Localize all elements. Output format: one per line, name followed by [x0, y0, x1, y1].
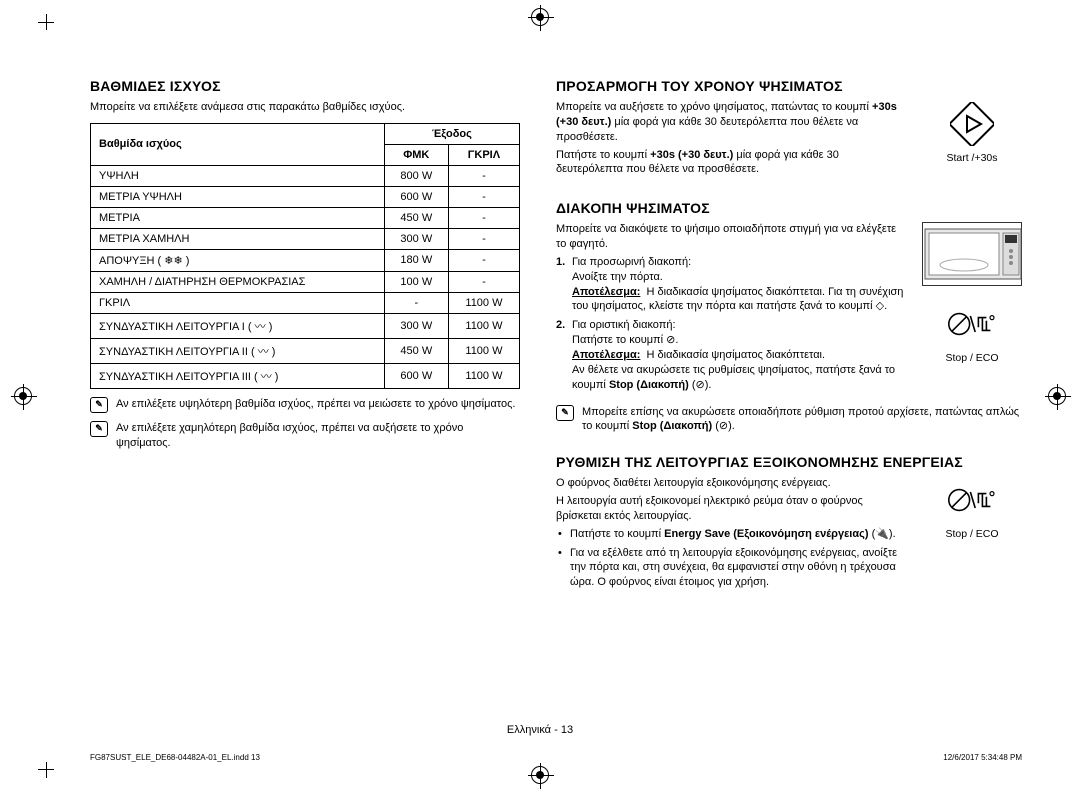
stop-eco-label-2: Stop / ECO — [945, 528, 998, 540]
page-footer-center: Ελληνικά - 13 — [0, 724, 1080, 736]
eco-bullet-2: Για να εξέλθετε από τη λειτουργία εξοικο… — [556, 546, 908, 591]
table-row: ΜΕΤΡΙΑ ΧΑΜΗΛΗ300 W- — [91, 228, 520, 249]
stop-note: Μπορείτε επίσης να ακυρώσετε οποιαδήποτε… — [582, 405, 1022, 435]
adjust-p2: Πατήστε το κουμπί +30s (+30 δευτ.) μία φ… — [556, 148, 908, 178]
table-row: ΧΑΜΗΛΗ / ΔΙΑΤΗΡΗΣΗ ΘΕΡΜΟΚΡΑΣΙΑΣ100 W- — [91, 271, 520, 292]
table-row: ΜΕΤΡΙΑ450 W- — [91, 207, 520, 228]
crop-mark — [46, 22, 62, 38]
stop-step-1: 1.Για προσωρινή διακοπή: Ανοίξτε την πόρ… — [556, 255, 908, 314]
crop-mark — [46, 754, 62, 770]
note-icon: ✎ — [90, 397, 108, 413]
table-row: ΣΥΝΔΥΑΣΤΙΚΗ ΛΕΙΤΟΥΡΓΙΑ III ( 〰 )600 W110… — [91, 363, 520, 388]
table-row: ΓΚΡΙΛ-1100 W — [91, 292, 520, 313]
table-row: ΣΥΝΔΥΑΣΤΙΚΗ ΛΕΙΤΟΥΡΓΙΑ I ( 〰 )300 W1100 … — [91, 313, 520, 338]
stop-eco-icon — [948, 300, 996, 348]
registration-mark — [531, 766, 549, 784]
eco-p2: Η λειτουργία αυτή εξοικονομεί ηλεκτρικό … — [556, 494, 908, 524]
page-footer-left: FG87SUST_ELE_DE68-04482A-01_EL.indd 13 — [90, 753, 260, 762]
th-output: Έξοδος — [384, 123, 519, 144]
adjust-p1: Μπορείτε να αυξήσετε το χρόνο ψησίματος,… — [556, 100, 908, 145]
th-grill: ΓΚΡΙΛ — [448, 144, 519, 165]
table-row: ΣΥΝΔΥΑΣΤΙΚΗ ΛΕΙΤΟΥΡΓΙΑ II ( 〰 )450 W1100… — [91, 338, 520, 363]
th-fmk: ΦΜΚ — [384, 144, 448, 165]
heading-eco: ΡΥΘΜΙΣΗ ΤΗΣ ΛΕΙΤΟΥΡΓΙΑΣ ΕΞΟΙΚΟΝΟΜΗΣΗΣ ΕΝ… — [556, 454, 1022, 470]
table-row: ΜΕΤΡΙΑ ΥΨΗΛΗ600 W- — [91, 186, 520, 207]
heading-stop: ΔΙΑΚΟΠΗ ΨΗΣΙΜΑΤΟΣ — [556, 200, 1022, 216]
heading-power-levels: ΒΑΘΜΙΔΕΣ ΙΣΧΥΟΣ — [90, 78, 520, 94]
stop-eco-label: Stop / ECO — [945, 352, 998, 364]
eco-p1: Ο φούρνος διαθέτει λειτουργία εξοικονόμη… — [556, 476, 908, 491]
stop-step-2: 2.Για οριστική διακοπή: Πατήστε το κουμπ… — [556, 318, 908, 392]
power-table: Βαθμίδα ισχύος Έξοδος ΦΜΚ ΓΚΡΙΛ ΥΨΗΛΗ800… — [90, 123, 520, 389]
intro-power-levels: Μπορείτε να επιλέξετε ανάμεσα στις παρακ… — [90, 100, 520, 115]
eco-bullet-1: Πατήστε το κουμπί Energy Save (Εξοικονόμ… — [556, 527, 908, 542]
th-level: Βαθμίδα ισχύος — [91, 123, 385, 165]
table-row: ΑΠΟΨΥΞΗ ( ❄❄ )180 W- — [91, 249, 520, 271]
registration-mark — [1048, 387, 1066, 405]
registration-mark — [531, 8, 549, 26]
heading-adjust-time: ΠΡΟΣΑΡΜΟΓΗ ΤΟΥ ΧΡΟΝΟΥ ΨΗΣΙΜΑΤΟΣ — [556, 78, 1022, 94]
note-icon: ✎ — [90, 421, 108, 437]
stop-eco-icon — [948, 476, 996, 524]
table-row: ΥΨΗΛΗ800 W- — [91, 165, 520, 186]
page-footer-right: 12/6/2017 5:34:48 PM — [943, 753, 1022, 762]
note-1: Αν επιλέξετε υψηλότερη βαθμίδα ισχύος, π… — [116, 397, 520, 412]
registration-mark — [14, 387, 32, 405]
stop-intro: Μπορείτε να διακόψετε το ψήσιμο οποιαδήπ… — [556, 222, 908, 252]
start-label: Start /+30s — [946, 152, 997, 164]
start-icon — [948, 100, 996, 148]
microwave-illustration — [922, 222, 1022, 286]
note-icon: ✎ — [556, 405, 574, 421]
note-2: Αν επιλέξετε χαμηλότερη βαθμίδα ισχύος, … — [116, 421, 520, 451]
